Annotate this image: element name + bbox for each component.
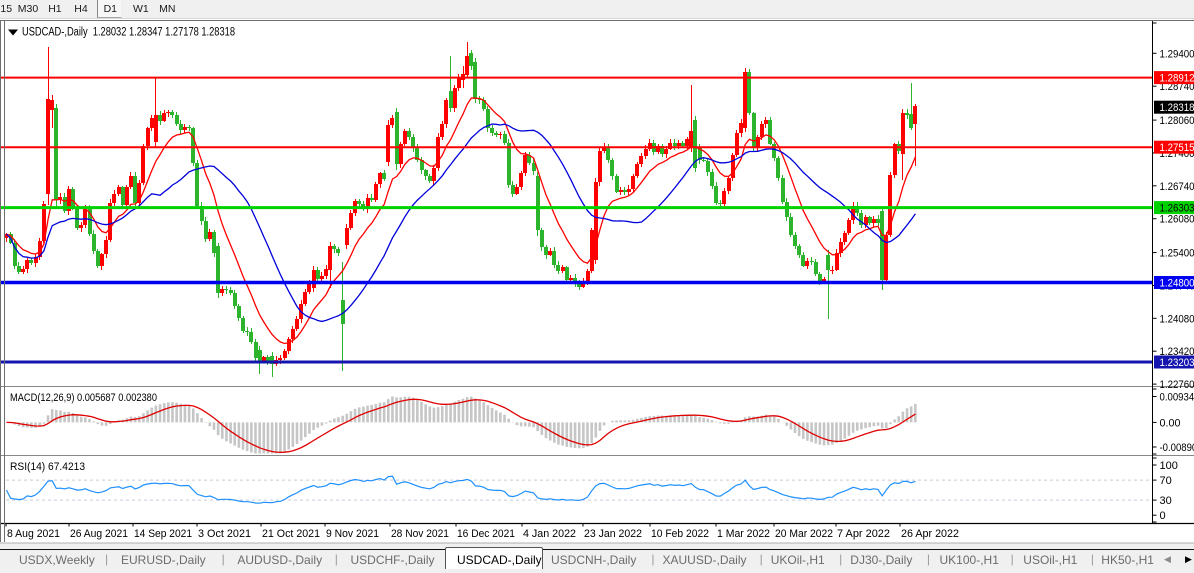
svg-text:1.27515: 1.27515	[1160, 142, 1194, 154]
svg-text:20 Mar 2022: 20 Mar 2022	[775, 528, 833, 540]
svg-text:7 Apr 2022: 7 Apr 2022	[837, 528, 890, 540]
svg-text:3 Oct 2021: 3 Oct 2021	[198, 528, 251, 540]
svg-text:9 Nov 2021: 9 Nov 2021	[326, 528, 379, 540]
svg-text:1.26303: 1.26303	[1160, 203, 1194, 215]
svg-text:30: 30	[1160, 495, 1172, 507]
svg-text:1.26740: 1.26740	[1160, 181, 1194, 193]
svg-text:1.29400: 1.29400	[1160, 48, 1194, 60]
svg-text:4 Jan 2022: 4 Jan 2022	[523, 528, 576, 540]
svg-text:-0.008902: -0.008902	[1160, 442, 1194, 454]
svg-text:RSI(14) 67.4213: RSI(14) 67.4213	[10, 461, 85, 473]
svg-text:1.28740: 1.28740	[1160, 81, 1194, 93]
svg-text:14 Sep 2021: 14 Sep 2021	[134, 528, 192, 540]
svg-text:23 Jan 2022: 23 Jan 2022	[584, 528, 642, 540]
svg-text:1.22760: 1.22760	[1160, 379, 1194, 391]
svg-text:21 Oct 2021: 21 Oct 2021	[262, 528, 320, 540]
svg-text:USDCAD-,Daily 1.28032 1.28347: USDCAD-,Daily 1.28032 1.28347 1.27178 1.…	[22, 27, 235, 39]
svg-text:1.28912: 1.28912	[1160, 73, 1194, 85]
svg-text:26 Apr 2022: 26 Apr 2022	[901, 528, 959, 540]
svg-text:16 Dec 2021: 16 Dec 2021	[457, 528, 515, 540]
svg-text:26 Aug 2021: 26 Aug 2021	[70, 528, 128, 540]
svg-text:70: 70	[1160, 475, 1172, 487]
svg-text:1.28060: 1.28060	[1160, 115, 1194, 127]
svg-text:28 Nov 2021: 28 Nov 2021	[391, 528, 449, 540]
svg-text:0.009345: 0.009345	[1160, 392, 1194, 404]
svg-text:1.23203: 1.23203	[1160, 357, 1194, 369]
svg-text:MACD(12,26,9) 0.005687 0.00238: MACD(12,26,9) 0.005687 0.002380	[10, 392, 157, 404]
svg-text:0: 0	[1160, 510, 1166, 522]
svg-text:1.24800: 1.24800	[1160, 278, 1194, 290]
svg-text:1.23420: 1.23420	[1160, 346, 1194, 358]
svg-text:8 Aug 2021: 8 Aug 2021	[7, 528, 60, 540]
svg-text:0.00: 0.00	[1160, 417, 1181, 429]
svg-text:1.25400: 1.25400	[1160, 248, 1194, 260]
svg-text:1.28318: 1.28318	[1160, 102, 1194, 114]
svg-text:10 Feb 2022: 10 Feb 2022	[651, 528, 709, 540]
svg-text:1 Mar 2022: 1 Mar 2022	[717, 528, 770, 540]
svg-text:1.26080: 1.26080	[1160, 214, 1194, 226]
svg-text:1.24080: 1.24080	[1160, 313, 1194, 325]
svg-text:100: 100	[1160, 460, 1178, 472]
